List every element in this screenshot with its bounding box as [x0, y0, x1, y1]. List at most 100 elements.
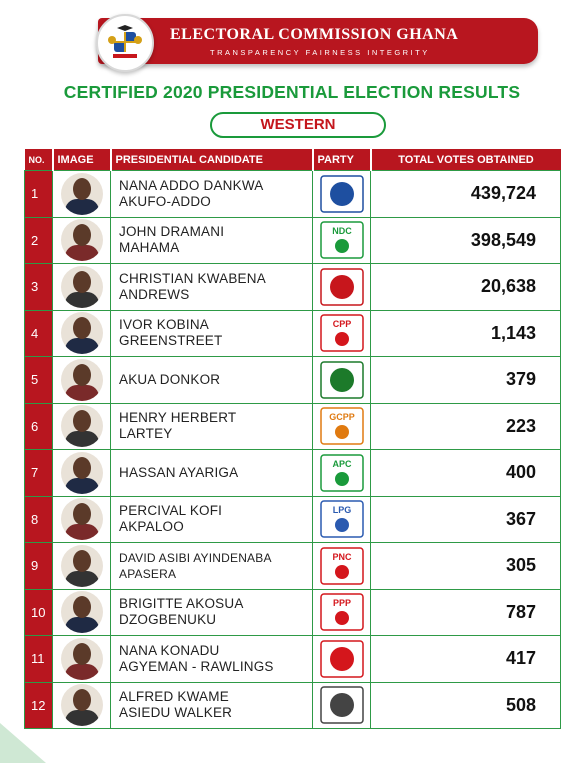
candidate-photo	[60, 591, 103, 634]
total-votes: 20,638	[370, 263, 561, 311]
candidate-photo	[60, 637, 103, 680]
table-row: 8 PERCIVAL KOFI AKPALOO LPG 367	[24, 495, 561, 543]
candidate-name-line: NANA ADDO DANKWA	[119, 177, 264, 193]
row-number: 9	[24, 542, 53, 590]
candidate-name: DAVID ASIBI AYINDENABA APASERA	[110, 542, 313, 590]
candidate-name-line: GREENSTREET	[119, 333, 223, 349]
total-votes: 400	[370, 449, 561, 497]
party-logo-cell	[312, 635, 371, 683]
candidate-name: NANA ADDO DANKWA AKUFO-ADDO	[110, 170, 313, 218]
table-row: 10 BRIGITTE AKOSUA DZOGBENUKU PPP 787	[24, 588, 561, 636]
candidate-name: PERCIVAL KOFI AKPALOO	[110, 495, 313, 543]
candidate-name: AKUA DONKOR	[110, 356, 313, 404]
candidate-photo	[60, 544, 103, 587]
party-logo-cell: GCPP	[312, 402, 371, 450]
candidate-name-line: NANA KONADU	[119, 642, 220, 658]
total-votes: 398,549	[370, 216, 561, 264]
candidate-name-line: ASIEDU WALKER	[119, 705, 233, 721]
candidate-photo-cell	[52, 542, 111, 590]
row-number: 4	[24, 309, 53, 357]
candidate-photo-cell	[52, 309, 111, 357]
row-number: 6	[24, 402, 53, 450]
coat-of-arms-icon	[96, 14, 154, 72]
table-row: 1 NANA ADDO DANKWA AKUFO-ADDO 439,724	[24, 170, 561, 218]
candidate-name-line: HASSAN AYARIGA	[119, 464, 239, 480]
candidate-name-line: AKUFO-ADDO	[119, 193, 212, 209]
gum-logo-icon	[319, 268, 364, 306]
candidate-name-line: CHRISTIAN KWABENA	[119, 270, 266, 286]
candidate-name-line: DAVID ASIBI AYINDENABA	[119, 550, 272, 565]
ndc-logo-icon: NDC	[319, 221, 364, 259]
candidate-name: HENRY HERBERT LARTEY	[110, 402, 313, 450]
party-logo-cell: PPP	[312, 588, 371, 636]
row-number: 10	[24, 588, 53, 636]
table-row: 12 ALFRED KWAME ASIEDU WALKER 508	[24, 681, 561, 729]
table-row: 9 DAVID ASIBI AYINDENABA APASERA PNC 305	[24, 542, 561, 590]
header-candidate: PRESIDENTIAL CANDIDATE	[110, 149, 314, 171]
candidate-name-line: ALFRED KWAME	[119, 689, 229, 705]
party-logo-cell	[312, 263, 371, 311]
total-votes: 367	[370, 495, 561, 543]
party-abbreviation: GCPP	[329, 412, 355, 422]
candidate-photo-cell	[52, 170, 111, 218]
npp-logo-icon	[319, 175, 364, 213]
party-abbreviation: PPP	[332, 598, 350, 608]
row-number: 7	[24, 449, 53, 497]
total-votes: 1,143	[370, 309, 561, 357]
candidate-name-line: AGYEMAN - RAWLINGS	[119, 658, 274, 674]
candidate-name-line: AKPALOO	[119, 519, 184, 535]
ppp-logo-icon: PPP	[319, 593, 364, 631]
table-row: 5 AKUA DONKOR 379	[24, 356, 561, 404]
candidate-photo-cell	[52, 495, 111, 543]
candidate-photo	[60, 219, 103, 262]
candidate-name-line: ANDREWS	[119, 286, 190, 302]
candidate-photo-cell	[52, 402, 111, 450]
corner-decoration	[0, 723, 46, 763]
table-row: 11 NANA KONADU AGYEMAN - RAWLINGS 417	[24, 635, 561, 683]
gfp-logo-icon	[319, 361, 364, 399]
candidate-photo	[60, 265, 103, 308]
cpp-logo-icon: CPP	[319, 314, 364, 352]
results-table: NO. IMAGE PRESIDENTIAL CANDIDATE PARTY T…	[24, 149, 561, 729]
candidate-photo-cell	[52, 356, 111, 404]
pnc-logo-icon: PNC	[319, 547, 364, 585]
party-logo-cell: NDC	[312, 216, 371, 264]
region-label: WESTERN	[210, 112, 386, 138]
candidate-photo-cell	[52, 635, 111, 683]
header-tagline: TRANSPARENCY FAIRNESS INTEGRITY	[210, 48, 430, 57]
candidate-photo-cell	[52, 263, 111, 311]
party-abbreviation: LPG	[332, 505, 351, 515]
candidate-photo	[60, 498, 103, 541]
table-row: 3 CHRISTIAN KWABENA ANDREWS 20,638	[24, 263, 561, 311]
party-abbreviation: NDC	[332, 226, 352, 236]
candidate-name-line: MAHAMA	[119, 240, 180, 256]
table-row: 7 HASSAN AYARIGA APC 400	[24, 449, 561, 497]
candidate-photo-cell	[52, 681, 111, 729]
party-logo-cell	[312, 170, 371, 218]
header-votes: TOTAL VOTES OBTAINED	[370, 149, 561, 171]
candidate-name-line: APASERA	[119, 566, 177, 581]
apc-logo-icon: APC	[319, 454, 364, 492]
candidate-name: IVOR KOBINA GREENSTREET	[110, 309, 313, 357]
table-row: 4 IVOR KOBINA GREENSTREET CPP 1,143	[24, 309, 561, 357]
table-header-row: NO. IMAGE PRESIDENTIAL CANDIDATE PARTY T…	[24, 149, 561, 171]
candidate-photo-cell	[52, 449, 111, 497]
row-number: 1	[24, 170, 53, 218]
candidate-name-line: PERCIVAL KOFI	[119, 503, 223, 519]
party-logo-cell: CPP	[312, 309, 371, 357]
candidate-name-line: BRIGITTE AKOSUA	[119, 596, 244, 612]
table-row: 2 JOHN DRAMANI MAHAMA NDC 398,549	[24, 216, 561, 264]
total-votes: 787	[370, 588, 561, 636]
candidate-photo-cell	[52, 216, 111, 264]
candidate-name: ALFRED KWAME ASIEDU WALKER	[110, 681, 313, 729]
candidate-name: HASSAN AYARIGA	[110, 449, 313, 497]
candidate-name-line: LARTEY	[119, 426, 173, 442]
header-image: IMAGE	[52, 149, 112, 171]
independent-logo-icon	[319, 686, 364, 724]
candidate-photo	[60, 172, 103, 215]
candidate-name-line: IVOR KOBINA	[119, 317, 209, 333]
header-banner: ELECTORAL COMMISSION GHANA TRANSPARENCY …	[98, 18, 538, 64]
candidate-name-line: DZOGBENUKU	[119, 612, 217, 628]
row-number: 2	[24, 216, 53, 264]
party-logo-cell: LPG	[312, 495, 371, 543]
